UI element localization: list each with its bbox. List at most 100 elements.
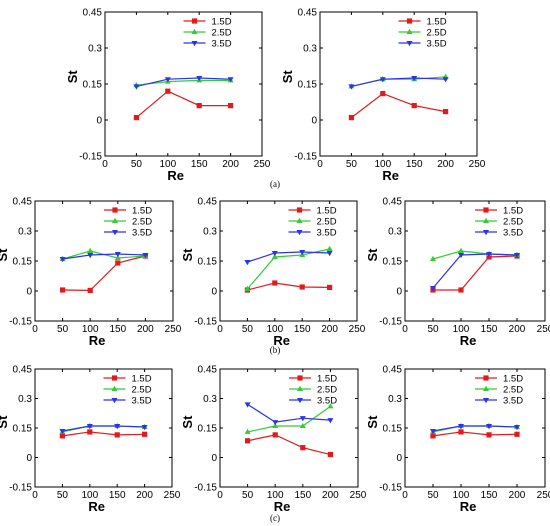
data-point-2.5D <box>244 428 251 434</box>
y-tick-label: 0.45 <box>83 8 103 19</box>
y-tick-label: 0.3 <box>388 394 402 405</box>
legend-label: 1.5D <box>132 206 152 217</box>
legend-label: 1.5D <box>317 206 337 217</box>
x-tick-label: 50 <box>131 159 143 170</box>
legend-marker-3.5D <box>112 230 118 236</box>
data-point-3.5D <box>430 428 436 435</box>
chart-panel-b-middle: 0 50 100 150 200 250-0.1500.150.30.45ReSt1.5D… <box>180 197 366 349</box>
data-point-2.5D <box>87 247 94 253</box>
y-tick-label: 0.3 <box>88 44 102 55</box>
chart-panel-c-middle: 0 50 100 150 200 250-0.1500.150.30.45ReSt1.5D… <box>180 365 367 515</box>
chart-panel-c-left: 0 50 100 150 200 250-0.1500.150.30.45ReSt1.5D… <box>0 365 181 515</box>
x-axis-label: Re <box>273 333 290 348</box>
series-line-3.5D <box>62 253 146 260</box>
y-tick-label: 0.3 <box>18 227 32 238</box>
data-point-2.5D <box>326 245 333 251</box>
x-tick-label: 100 <box>453 324 470 335</box>
series-line-3.5D <box>432 425 518 432</box>
data-point-1.5D <box>115 260 121 266</box>
legend-label: 1.5D <box>427 17 447 28</box>
y-tick-label: 0.15 <box>298 80 318 91</box>
series-line-1.5D <box>247 434 331 456</box>
legend-marker-1.5D <box>406 18 413 24</box>
x-tick-label: 150 <box>109 490 126 501</box>
data-point-1.5D <box>245 438 251 444</box>
x-tick-label: 100 <box>81 490 98 501</box>
legend-label: 2.5D <box>317 385 337 396</box>
series-line-3.5D <box>136 77 231 87</box>
y-tick-label: 0.45 <box>383 197 403 208</box>
x-tick-label: 200 <box>437 159 454 170</box>
legend-marker-2.5D <box>296 217 303 223</box>
x-axis-label: Re <box>167 168 184 183</box>
series-line-1.5D <box>62 255 146 292</box>
y-axis-label: St <box>0 415 10 429</box>
series-line-1.5D <box>351 92 446 119</box>
x-tick-label: 200 <box>322 490 339 501</box>
x-tick-label: 0 <box>402 490 408 501</box>
caption-c: (c) <box>270 513 280 523</box>
y-tick-label: 0.15 <box>383 424 403 435</box>
x-tick-label: 250 <box>164 490 181 501</box>
data-point-1.5D <box>133 115 139 121</box>
data-point-2.5D <box>271 253 278 259</box>
x-tick-label: 150 <box>481 490 498 501</box>
x-tick-label: 250 <box>469 159 486 170</box>
y-axis-label: St <box>65 70 80 84</box>
data-point-3.5D <box>227 77 234 83</box>
data-point-1.5D <box>458 429 464 435</box>
data-point-1.5D <box>59 433 65 439</box>
y-tick-label: -0.15 <box>294 152 317 163</box>
y-tick-label: 0.15 <box>383 257 403 268</box>
y-tick-label: -0.15 <box>9 483 32 494</box>
legend-marker-3.5D <box>297 398 303 404</box>
y-tick-label: 0 <box>211 453 217 464</box>
data-point-1.5D <box>443 109 449 115</box>
series-line-3.5D <box>247 403 331 423</box>
data-point-2.5D <box>458 247 464 253</box>
x-axis-label: Re <box>89 333 106 348</box>
series-line-1.5D <box>247 282 330 291</box>
y-tick-label: 0.15 <box>13 257 33 268</box>
legend-label: 3.5D <box>317 396 337 407</box>
y-tick-label: 0.3 <box>303 44 317 55</box>
y-tick-label: 0 <box>96 116 102 127</box>
x-tick-label: 250 <box>537 324 550 335</box>
x-tick-label: 200 <box>222 159 239 170</box>
series-line-3.5D <box>247 251 330 263</box>
data-point-3.5D <box>326 251 333 257</box>
y-tick-label: 0.45 <box>13 197 33 208</box>
data-point-3.5D <box>244 402 251 408</box>
x-tick-label: 0 <box>402 324 408 335</box>
legend-marker-1.5D <box>483 207 489 213</box>
data-point-1.5D <box>165 88 171 94</box>
legend-marker-1.5D <box>296 207 303 213</box>
data-point-3.5D <box>133 84 140 90</box>
x-tick-label: 50 <box>242 324 254 335</box>
x-tick-label: 250 <box>165 324 182 335</box>
x-tick-label: 150 <box>109 324 126 335</box>
data-point-3.5D <box>458 424 464 430</box>
plot-frame <box>404 200 546 322</box>
legend-marker-2.5D <box>111 385 118 391</box>
data-point-3.5D <box>196 76 203 82</box>
x-tick-label: 200 <box>509 324 526 335</box>
x-axis-label: Re <box>88 499 105 514</box>
data-point-1.5D <box>380 91 386 97</box>
x-axis-label: Re <box>460 333 477 348</box>
x-tick-label: 0 <box>32 490 38 501</box>
legend-label: 3.5D <box>212 39 232 50</box>
data-point-1.5D <box>458 287 464 293</box>
y-tick-label: 0.3 <box>18 394 32 405</box>
chart-panel-a-left: 0 50 100 150 200 250-0.1500.150.30.45ReSt1.5D… <box>65 8 271 184</box>
series-line-3.5D <box>351 77 446 87</box>
data-point-3.5D <box>114 252 121 258</box>
data-point-3.5D <box>379 77 386 83</box>
y-tick-label: 0.45 <box>198 365 218 376</box>
legend-label: 2.5D <box>132 217 152 228</box>
plot-frame <box>219 368 359 488</box>
data-point-1.5D <box>430 433 436 439</box>
y-axis-label: St <box>365 415 380 429</box>
data-point-3.5D <box>430 286 436 292</box>
legend-label: 3.5D <box>503 228 523 239</box>
